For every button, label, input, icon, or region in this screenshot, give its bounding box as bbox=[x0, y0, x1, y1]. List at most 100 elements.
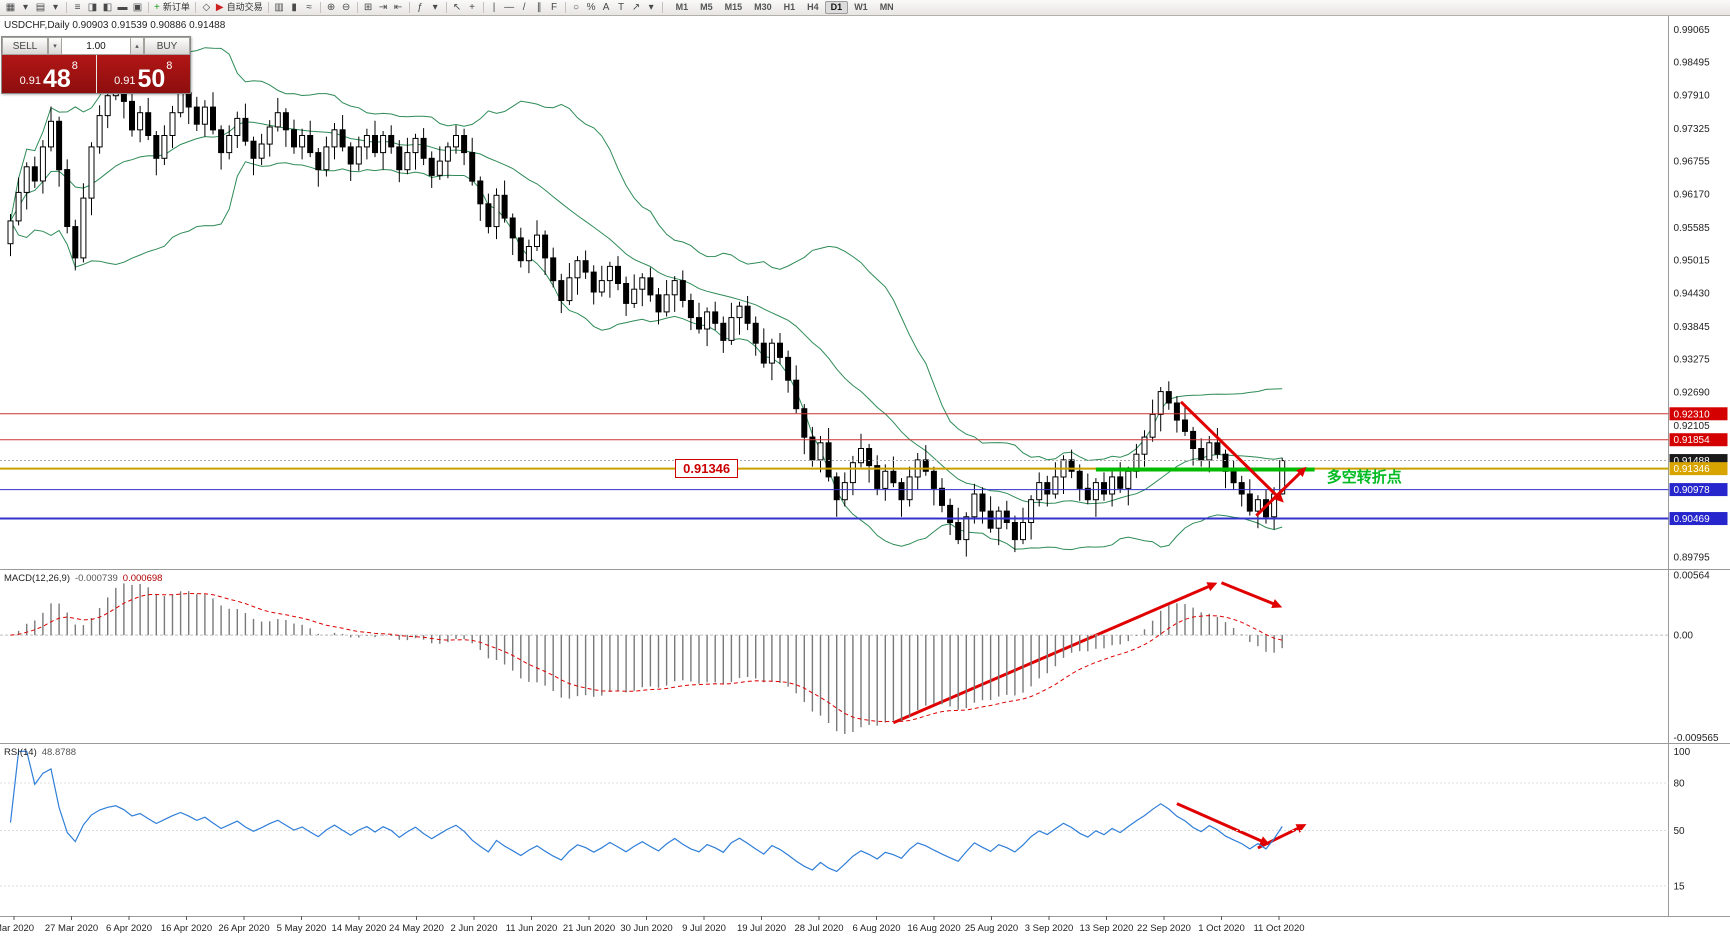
trend-arrow-object[interactable] bbox=[1220, 581, 1278, 607]
cursor-icon[interactable]: ↖ bbox=[450, 1, 465, 15]
chart-symbol-ohlc-label: USDCHF,Daily 0.90903 0.91539 0.90886 0.9… bbox=[4, 20, 226, 31]
zoom-in-icon[interactable]: ⊕ bbox=[324, 1, 339, 15]
trend-arrow-object[interactable] bbox=[892, 583, 1213, 725]
horizontal-line-icon[interactable]: — bbox=[502, 1, 517, 15]
timeframe-h1-button[interactable]: H1 bbox=[783, 2, 796, 12]
time-axis-label: Mar 2020 bbox=[0, 923, 34, 934]
buy-price-display[interactable]: 0.91 50 8 bbox=[95, 55, 190, 93]
candle bbox=[1165, 391, 1172, 404]
candle bbox=[606, 265, 613, 282]
candle bbox=[712, 311, 719, 324]
profiles-icon[interactable]: ▤ bbox=[33, 1, 48, 15]
autotrading-button[interactable]: ▶ 自动交易 bbox=[214, 1, 265, 15]
fibonacci-icon[interactable]: F bbox=[547, 1, 562, 15]
trendline-icon[interactable]: / bbox=[517, 1, 532, 15]
trend-arrow-head[interactable] bbox=[1296, 466, 1307, 478]
zoom-out-icon[interactable]: ⊖ bbox=[339, 1, 354, 15]
candle bbox=[1020, 522, 1026, 541]
time-axis[interactable] bbox=[0, 916, 1730, 941]
timeframe-h4-button[interactable]: H4 bbox=[807, 2, 819, 12]
shapes-icon[interactable]: ○ bbox=[569, 1, 584, 15]
new-order-button[interactable]: + 新订单 bbox=[152, 1, 192, 15]
candle bbox=[72, 226, 79, 259]
crosshair-icon[interactable]: + bbox=[465, 1, 480, 15]
candle bbox=[890, 470, 897, 484]
chart-candles-icon[interactable]: ▮ bbox=[287, 1, 302, 15]
trend-arrow-head[interactable] bbox=[1206, 582, 1218, 592]
timeframe-m1-button[interactable]: M1 bbox=[675, 2, 689, 12]
vertical-line-icon[interactable]: | bbox=[487, 1, 502, 15]
navigator-icon[interactable]: ◧ bbox=[100, 1, 115, 15]
percent-tool-icon[interactable]: % bbox=[584, 1, 599, 15]
price-level-callout[interactable]: 0.91346 bbox=[675, 459, 739, 479]
indicators-icon[interactable]: ƒ bbox=[413, 1, 428, 15]
timeframe-w1-button[interactable]: W1 bbox=[854, 2, 868, 12]
candle bbox=[177, 92, 184, 114]
candle bbox=[963, 516, 970, 541]
trend-arrow-object[interactable] bbox=[1255, 469, 1304, 517]
tile-windows-icon[interactable]: ⊞ bbox=[361, 1, 376, 15]
chart-bars-icon[interactable]: ▥ bbox=[272, 1, 287, 15]
timeframe-m15-button[interactable]: M15 bbox=[724, 2, 743, 12]
data-window-icon[interactable]: ◨ bbox=[85, 1, 100, 15]
price-axis-label: 0.89795 bbox=[1674, 552, 1711, 563]
volume-decrease-button[interactable]: ▾ bbox=[48, 37, 62, 55]
candle bbox=[1173, 402, 1180, 421]
navigator-glyph: ◧ bbox=[102, 1, 113, 13]
candle bbox=[1109, 476, 1116, 495]
market-watch-icon[interactable]: ≡ bbox=[70, 1, 85, 15]
timeframe-mn-button[interactable]: MN bbox=[879, 2, 894, 12]
text-label-icon[interactable]: T bbox=[614, 1, 629, 15]
candle bbox=[1011, 522, 1018, 541]
timeframe-m5-button[interactable]: M5 bbox=[700, 2, 713, 12]
metaeditor-icon[interactable]: ◇ bbox=[199, 1, 214, 15]
time-axis-label: 3 Sep 2020 bbox=[1025, 923, 1074, 934]
turning-point-annotation[interactable]: 多空转折点 bbox=[1326, 468, 1402, 486]
terminal-icon[interactable]: ▬ bbox=[115, 1, 130, 15]
candle bbox=[793, 379, 800, 410]
arrows-dropdown-icon[interactable]: ▾ bbox=[644, 1, 659, 15]
candle bbox=[574, 260, 581, 279]
arrows-tool-icon[interactable]: ↗ bbox=[629, 1, 644, 15]
auto-scroll-icon[interactable]: ⇥ bbox=[376, 1, 391, 15]
trend-arrow-head[interactable] bbox=[1271, 599, 1283, 609]
sell-button[interactable]: SELL bbox=[2, 37, 48, 55]
time-axis-label: 28 Jul 2020 bbox=[794, 923, 843, 934]
profiles-dropdown-icon[interactable]: ▾ bbox=[48, 1, 63, 15]
chart-shift-icon[interactable]: ⇤ bbox=[391, 1, 406, 15]
candle bbox=[696, 317, 702, 330]
toolbar-separator bbox=[319, 2, 321, 13]
sell-price-display[interactable]: 0.91 48 8 bbox=[2, 55, 96, 93]
indicators-dropdown-icon[interactable]: ▾ bbox=[428, 1, 443, 15]
candle bbox=[153, 135, 160, 159]
macd-axis-label: 0.00564 bbox=[1674, 570, 1711, 581]
volume-increase-button[interactable]: ▴ bbox=[130, 37, 144, 55]
trend-arrow-object[interactable] bbox=[1176, 802, 1266, 844]
text-icon[interactable]: A bbox=[599, 1, 614, 15]
zoom-out-glyph: ⊖ bbox=[341, 1, 351, 13]
time-axis-label: 16 Apr 2020 bbox=[161, 923, 212, 934]
new-chart-icon[interactable]: ▦ bbox=[3, 1, 18, 15]
equidistant-channel-icon[interactable]: ∥ bbox=[532, 1, 547, 15]
candle bbox=[947, 504, 954, 523]
candle bbox=[801, 408, 808, 438]
strategy-tester-icon[interactable]: ▣ bbox=[130, 1, 145, 15]
new-chart-glyph: ▦ bbox=[5, 1, 16, 13]
new-chart-dropdown-icon[interactable]: ▾ bbox=[18, 1, 33, 15]
price-axis[interactable] bbox=[1669, 16, 1730, 916]
crosshair-glyph: + bbox=[469, 1, 475, 13]
trend-arrow-head[interactable] bbox=[1295, 824, 1307, 833]
chart-line-icon[interactable]: ≈ bbox=[302, 1, 317, 15]
trend-arrow-object[interactable] bbox=[1179, 400, 1281, 500]
candle bbox=[1003, 510, 1010, 524]
price-axis-label: 0.99065 bbox=[1674, 25, 1711, 36]
timeframe-d1-button[interactable]: D1 bbox=[824, 1, 849, 14]
volume-input[interactable] bbox=[62, 37, 130, 55]
toolbar-separator bbox=[445, 2, 447, 13]
trend-arrow-head[interactable] bbox=[1273, 492, 1284, 503]
timeframe-m30-button[interactable]: M30 bbox=[754, 2, 772, 12]
candle bbox=[347, 146, 354, 165]
buy-button[interactable]: BUY bbox=[144, 37, 190, 55]
tile-windows-glyph: ⊞ bbox=[363, 1, 373, 13]
